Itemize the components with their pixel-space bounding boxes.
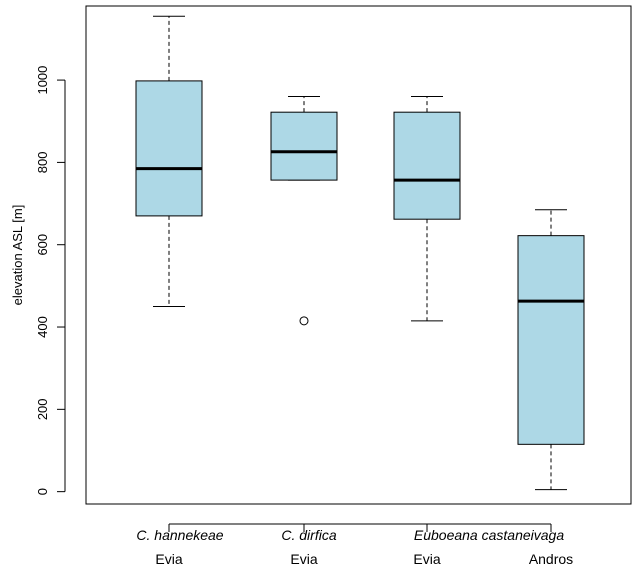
y-tick-label: 400: [35, 316, 50, 338]
x-category-label: Euboeana castaneivaga: [414, 527, 564, 543]
y-tick-label: 800: [35, 152, 50, 174]
y-axis-label: elevation ASL [m]: [10, 205, 25, 306]
outlier-point: [299, 316, 309, 326]
box-group: [393, 96, 461, 322]
y-tick-label: 200: [35, 398, 50, 420]
iqr-box: [517, 235, 585, 445]
iqr-box: [270, 111, 338, 181]
x-category-label: C. dirfica: [281, 527, 336, 543]
iqr-box: [393, 111, 461, 220]
x-category-sublabel: Evia: [290, 551, 317, 567]
x-category-sublabel: Evia: [155, 551, 182, 567]
x-category-sublabel: Evia: [413, 551, 440, 567]
box-group: [270, 96, 338, 326]
box-series: [135, 15, 585, 491]
y-tick-label: 600: [35, 234, 50, 256]
box-group: [135, 15, 203, 307]
y-tick-label: 1000: [35, 66, 50, 95]
x-category-sublabel: Andros: [529, 551, 573, 567]
y-tick-label: 0: [35, 488, 50, 495]
iqr-box: [135, 80, 203, 217]
plot-frame: [85, 5, 632, 505]
x-category-label: C. hannekeae: [136, 527, 223, 543]
box-group: [517, 209, 585, 491]
y-axis: 0 200 400 600 800 1000: [35, 66, 66, 495]
x-axis: C. hannekeae Evia C. dirfica Evia Euboeana c…: [136, 523, 573, 567]
